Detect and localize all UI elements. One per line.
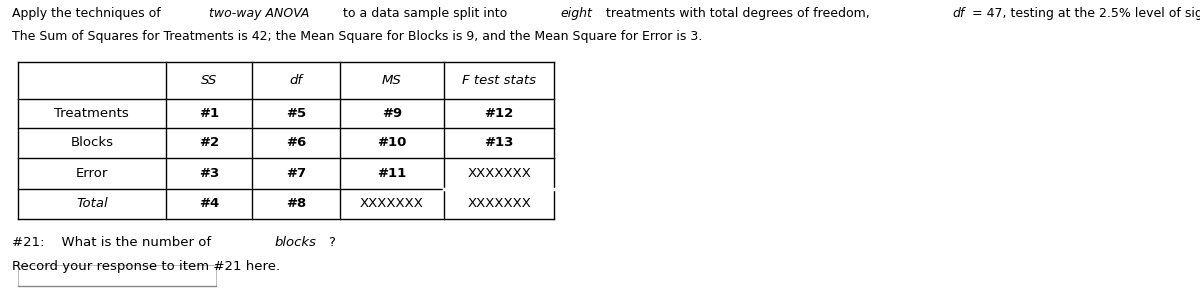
- Text: XXXXXXX: XXXXXXX: [467, 197, 532, 210]
- Text: The Sum of Squares for Treatments is 42; the Mean Square for Blocks is 9, and th: The Sum of Squares for Treatments is 42;…: [12, 30, 702, 44]
- Text: = 47, testing at the 2.5% level of significance.: = 47, testing at the 2.5% level of signi…: [968, 7, 1200, 20]
- Text: F test stats: F test stats: [462, 74, 536, 87]
- Text: #3: #3: [199, 167, 218, 180]
- Text: Treatments: Treatments: [54, 107, 130, 119]
- Text: Apply the techniques of: Apply the techniques of: [12, 7, 164, 20]
- Text: #4: #4: [199, 197, 218, 210]
- Text: #9: #9: [382, 107, 402, 119]
- Text: Record your response to item #21 here.: Record your response to item #21 here.: [12, 260, 280, 273]
- Text: #12: #12: [485, 107, 514, 119]
- Text: ?: ?: [329, 236, 335, 249]
- Text: treatments with total degrees of freedom,: treatments with total degrees of freedom…: [602, 7, 874, 20]
- Text: #5: #5: [286, 107, 306, 119]
- Text: #7: #7: [286, 167, 306, 180]
- Text: #11: #11: [377, 167, 407, 180]
- Text: XXXXXXX: XXXXXXX: [360, 197, 424, 210]
- Text: Error: Error: [76, 167, 108, 180]
- Bar: [18, 265, 216, 286]
- Text: SS: SS: [200, 74, 217, 87]
- Text: #21:    What is the number of: #21: What is the number of: [12, 236, 215, 249]
- Text: #13: #13: [485, 136, 514, 149]
- Text: two-way ANOVA: two-way ANOVA: [209, 7, 310, 20]
- Text: blocks: blocks: [275, 236, 317, 249]
- Text: eight: eight: [560, 7, 593, 20]
- Text: MS: MS: [382, 74, 402, 87]
- Text: #2: #2: [199, 136, 218, 149]
- Text: to a data sample split into: to a data sample split into: [338, 7, 511, 20]
- Text: #6: #6: [286, 136, 306, 149]
- Text: #1: #1: [199, 107, 218, 119]
- Text: #8: #8: [286, 197, 306, 210]
- Text: Blocks: Blocks: [71, 136, 113, 149]
- Text: Total: Total: [76, 197, 108, 210]
- Text: XXXXXXX: XXXXXXX: [467, 167, 532, 180]
- Text: #10: #10: [377, 136, 407, 149]
- Text: df: df: [953, 7, 965, 20]
- Text: df: df: [289, 74, 302, 87]
